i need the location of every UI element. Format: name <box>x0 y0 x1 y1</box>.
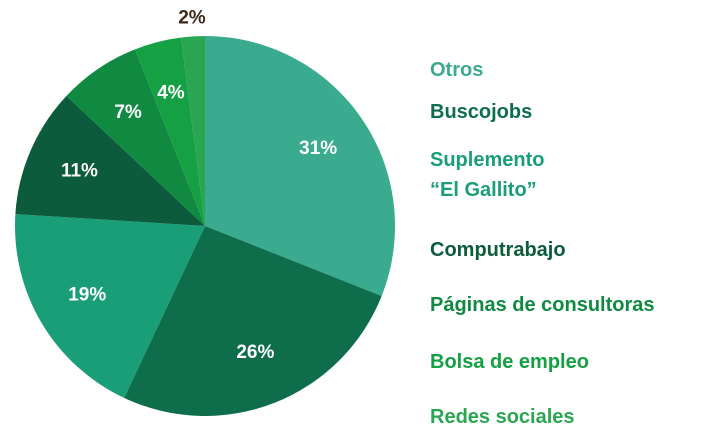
slice-label: 2% <box>178 7 206 28</box>
legend-entry: Otros <box>430 59 484 81</box>
legend-entry: Computrabajo <box>430 239 566 261</box>
pie-slice <box>205 36 396 296</box>
pie-slice <box>181 36 205 226</box>
slice-label: 31% <box>299 138 337 159</box>
slice-label: 26% <box>236 342 274 363</box>
pie-slice <box>135 37 205 227</box>
legend-entry: Redes sociales <box>430 406 575 428</box>
legend-entry: Suplemento “El Gallito” <box>430 149 545 201</box>
pie-slice <box>66 49 205 226</box>
pie-slice <box>124 226 382 416</box>
slice-label: 4% <box>157 83 185 104</box>
legend-entry: Buscojobs <box>430 101 533 123</box>
slice-label: 19% <box>68 285 106 306</box>
slice-label: 7% <box>114 102 142 123</box>
pie-slice <box>15 214 205 398</box>
slice-label: 11% <box>61 161 98 182</box>
pie-slice <box>15 95 205 226</box>
legend-entry: Bolsa de empleo <box>430 351 589 373</box>
legend-entry: Páginas de consultoras <box>430 294 655 316</box>
